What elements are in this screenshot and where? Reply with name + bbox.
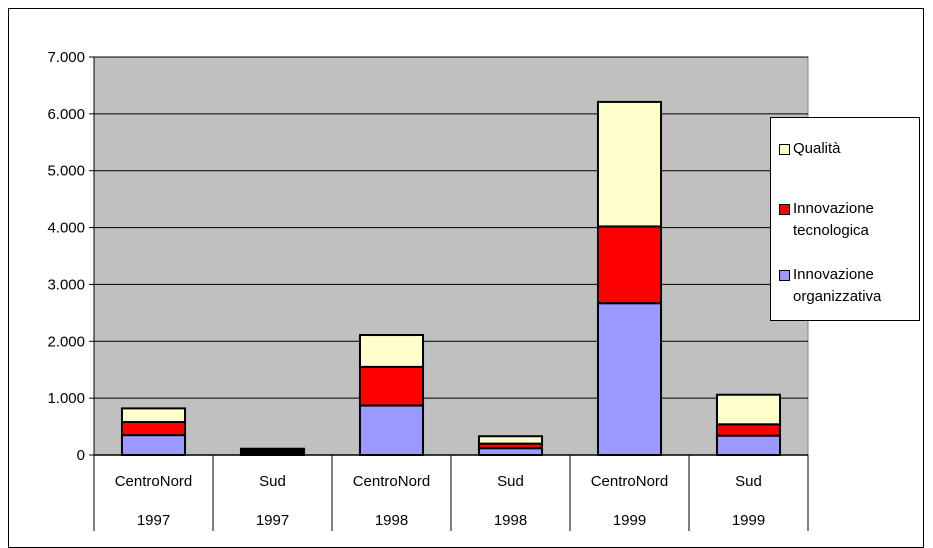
x-year-label: 1999	[732, 512, 765, 529]
legend-swatch-innovazione-tecnologica	[779, 204, 790, 215]
x-category-label: Sud	[735, 473, 762, 490]
bar-segment	[358, 334, 425, 368]
legend-swatch-innovazione-organizzativa	[779, 270, 790, 281]
legend-item-innovazione-tecnologica: Innovazione tecnologica	[779, 198, 903, 242]
bar-segment	[358, 365, 425, 407]
y-axis-ticks: 0 1.000 2.000 3.000 4.000 5.000 6.000 7.000	[47, 49, 95, 464]
bar-segment	[120, 421, 187, 437]
bar-segment	[477, 447, 544, 457]
legend-label-innovazione-tecnologica: Innovazione tecnologica	[793, 200, 874, 239]
legend-label-innovazione-organizzativa: Innovazione organizzativa	[793, 266, 882, 305]
stacked-bar-chart: 0 1.000 2.000 3.000 4.000 5.000 6.000 7.000 Cen…	[47, 49, 809, 531]
plot-area	[93, 56, 809, 456]
x-year-label: 1999	[613, 512, 646, 529]
bar-segment	[715, 423, 782, 437]
y-tick-label: 1.000	[47, 390, 85, 407]
x-category-label: CentroNord	[353, 473, 431, 490]
y-tick-label: 6.000	[47, 106, 85, 123]
legend-swatch-qualita	[779, 144, 790, 155]
x-year-label: 1997	[256, 512, 289, 529]
bar-segment	[596, 302, 663, 457]
y-tick-label: 4.000	[47, 220, 85, 237]
x-category-label: CentroNord	[591, 473, 669, 490]
bar-segment	[477, 435, 544, 445]
x-year-label: 1998	[375, 512, 408, 529]
y-tick-label: 0	[77, 447, 85, 464]
y-tick-label: 3.000	[47, 276, 85, 293]
x-year-label: 1997	[137, 512, 170, 529]
bar-segment	[239, 447, 306, 457]
x-category-label: Sud	[259, 473, 286, 490]
bar-segment	[715, 393, 782, 426]
x-axis-table: CentroNord 1997 Sud 1997 CentroNord 1998 Sud 19…	[93, 454, 809, 531]
legend-label-qualita: Qualità	[793, 140, 841, 157]
y-tick-label: 2.000	[47, 333, 85, 350]
y-tick-label: 5.000	[47, 163, 85, 180]
x-year-label: 1998	[494, 512, 527, 529]
bar-segment	[596, 225, 663, 305]
bars	[120, 100, 782, 457]
bar-segment	[715, 434, 782, 457]
gridlines	[94, 56, 808, 399]
legend: Qualità Innovazione tecnologica Innovazi…	[770, 117, 920, 321]
x-category-label: Sud	[497, 473, 524, 490]
legend-item-qualita: Qualità	[779, 138, 918, 160]
bar-segment	[596, 100, 663, 228]
legend-item-innovazione-organizzativa: Innovazione organizzativa	[779, 264, 903, 308]
x-category-label: CentroNord	[115, 473, 193, 490]
bar-segment	[120, 434, 187, 457]
bar-segment	[120, 407, 187, 424]
bar-segment	[358, 404, 425, 456]
y-tick-label: 7.000	[47, 49, 85, 66]
